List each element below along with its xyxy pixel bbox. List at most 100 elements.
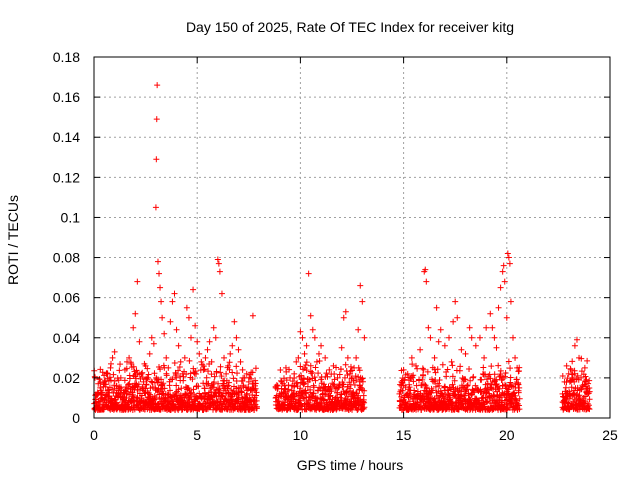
dense-point [421,381,428,388]
dense-point [158,376,165,383]
data-point [227,350,234,357]
dense-point [217,389,224,396]
data-point [338,344,345,351]
data-point [359,298,366,305]
data-point [233,334,240,341]
data-point [204,346,211,353]
data-point [214,256,221,263]
data-point [198,358,205,365]
dense-point [217,369,224,376]
dense-point [484,380,491,387]
dense-point [292,396,299,403]
data-point [117,374,124,381]
dense-point [327,384,334,391]
dense-point [233,377,240,384]
dense-point [472,382,479,389]
dense-point [507,374,514,381]
dense-point [350,377,357,384]
data-point [142,362,149,369]
y-tick-label: 0.08 [53,250,80,266]
data-point [293,358,300,365]
data-point [154,82,161,89]
dense-point [487,375,494,382]
dense-point [249,369,256,376]
data-point [251,382,258,389]
data-point [196,350,203,357]
data-point [499,268,506,275]
dense-point [187,393,194,400]
dense-point [303,359,310,366]
dense-point [176,364,183,371]
data-point [192,322,199,329]
dense-point [516,395,523,402]
data-point [481,354,488,361]
y-tick-label: 0.12 [53,169,80,185]
dense-point [463,386,470,393]
data-point [223,370,230,377]
data-point [194,338,201,345]
data-point [206,338,213,345]
dense-point [447,394,454,401]
y-axis-label: ROTI / TECUs [5,195,21,285]
data-point [305,270,312,277]
dense-point [495,362,502,369]
data-point [361,334,368,341]
data-point [173,326,180,333]
dense-point [143,375,150,382]
dense-point [226,366,233,373]
dense-point [307,362,314,369]
dense-point [401,376,408,383]
dense-point [281,382,288,389]
data-point [400,366,407,373]
data-point [299,334,306,341]
dense-point [300,375,307,382]
dense-point [361,387,368,394]
dense-point [448,358,455,365]
dense-point [230,375,237,382]
data-point [221,354,228,361]
data-point [208,358,215,365]
data-point [107,364,114,371]
data-point [156,270,163,277]
dense-point [302,390,309,397]
dense-point [574,372,581,379]
dense-point [515,381,522,388]
dense-point [420,366,427,373]
data-point [503,314,510,321]
data-point [301,350,308,357]
data-point [124,358,131,365]
dense-point [436,377,443,384]
dense-point [225,382,232,389]
dense-point [159,381,166,388]
dense-point [300,395,307,402]
data-point [501,278,508,285]
data-point [342,308,349,315]
dense-point [406,390,413,397]
data-point [487,310,494,317]
dense-point [337,365,344,372]
dense-point [493,381,500,388]
data-point [561,378,568,385]
dense-point [491,371,498,378]
data-point [495,304,502,311]
dense-point [134,394,141,401]
dense-point [443,373,450,380]
data-point [472,342,479,349]
dense-point [361,399,368,406]
dense-point [356,367,363,374]
dense-point [281,399,288,406]
x-tick-label: 25 [602,427,618,443]
dense-point [96,376,103,383]
dense-point [585,390,592,397]
data-point [435,338,442,345]
dense-point [575,393,582,400]
data-point [153,156,160,163]
dense-point [576,396,583,403]
x-tick-label: 20 [499,427,515,443]
dense-point [486,371,493,378]
dense-point [286,366,293,373]
data-point [215,260,222,267]
data-point [322,354,329,361]
dense-point [91,373,98,380]
